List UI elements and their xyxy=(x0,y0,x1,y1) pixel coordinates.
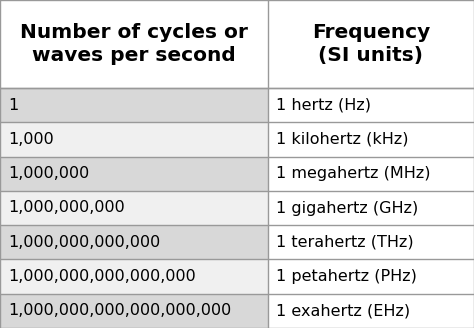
Text: 1: 1 xyxy=(8,98,18,113)
Bar xyxy=(268,122,474,156)
Bar xyxy=(0,294,268,328)
Text: 1 megahertz (MHz): 1 megahertz (MHz) xyxy=(276,166,430,181)
Text: 1,000,000,000,000,000: 1,000,000,000,000,000 xyxy=(8,269,196,284)
Bar xyxy=(0,122,268,156)
Bar xyxy=(268,225,474,259)
Bar xyxy=(0,88,268,122)
Text: Number of cycles or
waves per second: Number of cycles or waves per second xyxy=(20,23,248,65)
Bar xyxy=(0,191,268,225)
Text: 1 hertz (Hz): 1 hertz (Hz) xyxy=(276,98,371,113)
Bar xyxy=(0,156,268,191)
Text: 1,000,000,000,000,000,000: 1,000,000,000,000,000,000 xyxy=(8,303,231,318)
Text: 1 gigahertz (GHz): 1 gigahertz (GHz) xyxy=(276,200,418,215)
Bar xyxy=(268,191,474,225)
Bar xyxy=(0,225,268,259)
Text: 1,000,000,000,000: 1,000,000,000,000 xyxy=(8,235,160,250)
Bar xyxy=(268,259,474,294)
Bar xyxy=(268,88,474,122)
Bar xyxy=(0,0,474,88)
Text: 1,000,000: 1,000,000 xyxy=(8,166,89,181)
Bar xyxy=(268,156,474,191)
Text: 1 petahertz (PHz): 1 petahertz (PHz) xyxy=(276,269,417,284)
Text: Frequency
(SI units): Frequency (SI units) xyxy=(312,23,430,65)
Bar xyxy=(268,294,474,328)
Text: 1,000,000,000: 1,000,000,000 xyxy=(8,200,125,215)
Text: 1 exahertz (EHz): 1 exahertz (EHz) xyxy=(276,303,410,318)
Text: 1 terahertz (THz): 1 terahertz (THz) xyxy=(276,235,413,250)
Text: 1 kilohertz (kHz): 1 kilohertz (kHz) xyxy=(276,132,408,147)
Bar xyxy=(0,259,268,294)
Text: 1,000: 1,000 xyxy=(8,132,54,147)
